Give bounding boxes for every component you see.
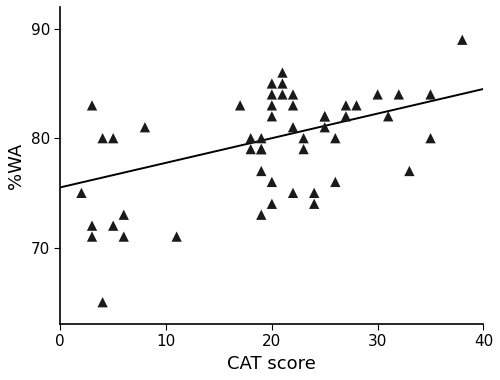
- Point: [352, 102, 360, 108]
- Point: [278, 81, 286, 87]
- Point: [120, 212, 128, 218]
- Point: [78, 190, 86, 196]
- Point: [141, 124, 149, 130]
- Point: [289, 124, 297, 130]
- Point: [310, 190, 318, 196]
- Point: [321, 113, 329, 119]
- Point: [332, 135, 340, 141]
- Point: [120, 234, 128, 240]
- Point: [268, 113, 276, 119]
- Point: [300, 146, 308, 152]
- Point: [406, 168, 413, 174]
- Point: [246, 135, 254, 141]
- Point: [310, 201, 318, 207]
- Point: [289, 102, 297, 108]
- Point: [426, 135, 434, 141]
- Point: [278, 92, 286, 98]
- Point: [88, 223, 96, 229]
- Point: [278, 70, 286, 76]
- Point: [332, 179, 340, 185]
- Point: [395, 92, 403, 98]
- Point: [374, 92, 382, 98]
- Point: [258, 146, 266, 152]
- Point: [98, 299, 106, 305]
- Point: [268, 201, 276, 207]
- Point: [236, 102, 244, 108]
- Point: [289, 92, 297, 98]
- Point: [109, 223, 117, 229]
- Point: [268, 102, 276, 108]
- X-axis label: CAT score: CAT score: [228, 355, 316, 373]
- Point: [342, 102, 350, 108]
- Point: [88, 102, 96, 108]
- Point: [258, 212, 266, 218]
- Point: [268, 92, 276, 98]
- Point: [289, 190, 297, 196]
- Point: [172, 234, 180, 240]
- Point: [384, 113, 392, 119]
- Point: [258, 135, 266, 141]
- Point: [268, 81, 276, 87]
- Point: [258, 146, 266, 152]
- Point: [258, 168, 266, 174]
- Point: [109, 135, 117, 141]
- Point: [321, 124, 329, 130]
- Y-axis label: %WA: %WA: [7, 142, 25, 188]
- Point: [98, 135, 106, 141]
- Point: [321, 113, 329, 119]
- Point: [246, 146, 254, 152]
- Point: [426, 92, 434, 98]
- Point: [342, 113, 350, 119]
- Point: [300, 135, 308, 141]
- Point: [458, 37, 466, 43]
- Point: [88, 234, 96, 240]
- Point: [268, 179, 276, 185]
